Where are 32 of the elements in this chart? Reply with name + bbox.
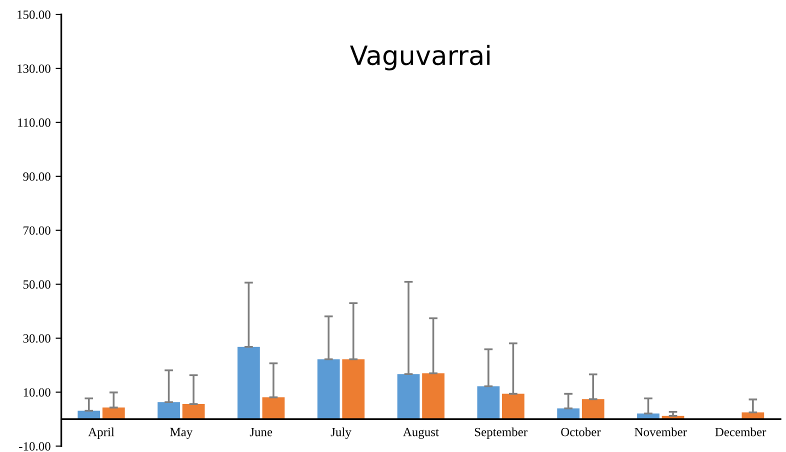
- y-tick-label: 70.00: [24, 226, 50, 235]
- bar: [102, 408, 125, 420]
- x-tick-label: July: [330, 427, 352, 439]
- x-tick-label: December: [715, 427, 766, 436]
- text: Vaguvarrai: [350, 44, 490, 70]
- bar: [317, 359, 340, 420]
- x-tick-label: October: [561, 427, 601, 436]
- bar: [582, 399, 604, 420]
- y-tick-label: 130.00: [18, 64, 50, 73]
- bar: [182, 404, 205, 420]
- bar: [502, 394, 524, 420]
- y-tick-label: 90.00: [23, 172, 50, 181]
- bar: [422, 373, 444, 420]
- bar: [262, 397, 285, 420]
- y-tick-label: 30.00: [23, 334, 50, 343]
- bar: [342, 359, 365, 420]
- x-tick-label: April: [88, 427, 114, 439]
- bar: [397, 374, 420, 420]
- x-tick-label: May: [170, 428, 193, 439]
- y-tick-label: 50.00: [23, 280, 50, 289]
- x-tick-label: September: [474, 427, 528, 439]
- bar: [158, 402, 180, 420]
- x-tick-label: August: [402, 428, 439, 439]
- x-tick-label: November: [634, 427, 687, 436]
- bar: [238, 346, 260, 420]
- y-tick-label: -10.00: [19, 442, 50, 451]
- bar: [557, 408, 580, 420]
- x-tick-label: June: [250, 428, 272, 436]
- y-tick-label: 110.00: [18, 118, 50, 127]
- y-tick-label: 150.00: [18, 10, 50, 19]
- bar: [477, 386, 500, 420]
- y-tick-label: 10.00: [24, 388, 50, 397]
